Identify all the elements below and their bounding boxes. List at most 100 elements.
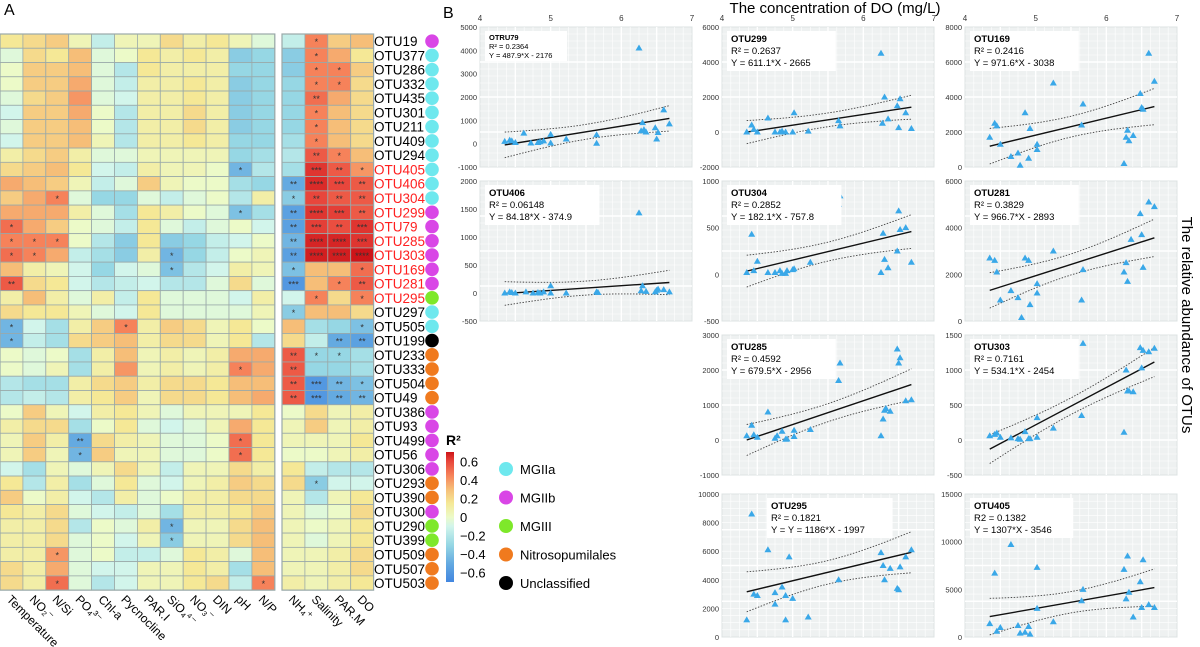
y-tick-label: 5000 bbox=[460, 23, 477, 32]
y-tick-label: 3000 bbox=[702, 331, 719, 340]
significance-mark: * bbox=[315, 479, 319, 489]
regression-equation: Y = 1307*X - 3546 bbox=[974, 525, 1052, 536]
y-tick-label: -500 bbox=[462, 317, 477, 326]
row-label-otu233: OTU233 bbox=[374, 348, 425, 363]
legend-label-mgiib: MGIIb bbox=[520, 491, 555, 506]
data-point bbox=[639, 119, 647, 126]
data-point bbox=[748, 421, 756, 428]
y-tick-label: 0 bbox=[473, 289, 477, 298]
data-point bbox=[778, 427, 786, 434]
data-point bbox=[996, 296, 1004, 303]
data-point bbox=[1129, 613, 1137, 620]
data-point bbox=[750, 431, 758, 438]
data-point bbox=[993, 122, 1001, 129]
r-squared: R² = 0.7161 bbox=[974, 354, 1024, 365]
significance-mark: * bbox=[10, 322, 14, 332]
colorbar-tick: −0.6 bbox=[460, 566, 486, 581]
data-point bbox=[753, 257, 761, 264]
significance-mark: *** bbox=[311, 394, 322, 404]
data-point bbox=[783, 435, 791, 442]
data-point bbox=[1033, 280, 1041, 287]
data-point bbox=[884, 115, 892, 122]
legend-dot-mgiia bbox=[499, 462, 513, 476]
data-point bbox=[993, 627, 1001, 634]
significance-mark: * bbox=[170, 536, 174, 546]
data-point bbox=[753, 592, 761, 599]
y-tick-label: 4000 bbox=[460, 46, 477, 55]
significance-mark: * bbox=[239, 208, 243, 218]
significance-mark: ** bbox=[336, 379, 344, 389]
otu-name: OTU281 bbox=[974, 188, 1011, 199]
data-point bbox=[1033, 563, 1041, 570]
x-tick-label: 6 bbox=[1104, 14, 1109, 23]
y-tick-label: 1000 bbox=[702, 177, 719, 186]
significance-mark: ** bbox=[290, 379, 298, 389]
data-point bbox=[1014, 149, 1022, 156]
regression-line bbox=[746, 230, 912, 272]
significance-mark: * bbox=[239, 451, 243, 461]
y-tick-label: 1000 bbox=[702, 401, 719, 410]
data-point bbox=[1127, 235, 1135, 242]
data-point bbox=[743, 268, 751, 275]
data-point bbox=[743, 432, 751, 439]
significance-mark: *** bbox=[357, 237, 368, 247]
significance-mark: **** bbox=[355, 251, 370, 261]
significance-mark: * bbox=[315, 351, 319, 361]
significance-mark: ** bbox=[290, 394, 298, 404]
y-tick-label: 0 bbox=[958, 163, 962, 172]
data-point bbox=[1033, 433, 1041, 440]
panel-label-b: B bbox=[443, 5, 454, 22]
data-point bbox=[993, 268, 1001, 275]
data-point bbox=[1139, 263, 1147, 270]
significance-mark: ** bbox=[290, 208, 298, 218]
data-point bbox=[1026, 630, 1034, 637]
y-tick-label: 2000 bbox=[945, 270, 962, 279]
colorbar-tick: 0.4 bbox=[460, 473, 478, 488]
significance-mark: ** bbox=[359, 337, 367, 347]
data-point bbox=[1033, 140, 1041, 147]
significance-mark: * bbox=[360, 379, 364, 389]
data-point bbox=[1150, 203, 1158, 210]
significance-mark: * bbox=[239, 165, 243, 175]
confidence-band-lower bbox=[504, 130, 670, 159]
significance-mark: ** bbox=[313, 151, 321, 161]
data-point bbox=[1125, 137, 1133, 144]
data-point bbox=[1145, 198, 1153, 205]
data-point bbox=[771, 128, 779, 135]
row-label-otu199: OTU199 bbox=[374, 334, 425, 349]
legend-dot-unclassified bbox=[499, 576, 513, 590]
row-label-otu211: OTU211 bbox=[374, 120, 424, 135]
data-point bbox=[508, 137, 516, 144]
regression-equation: Y = Y = 1186*X - 1997 bbox=[771, 525, 865, 536]
data-point bbox=[1145, 348, 1153, 355]
data-point bbox=[1016, 629, 1024, 636]
data-point bbox=[1026, 125, 1034, 131]
data-point bbox=[789, 128, 797, 135]
significance-mark: * bbox=[262, 579, 266, 589]
data-point bbox=[893, 247, 901, 254]
panel-label-a: A bbox=[4, 2, 15, 19]
data-point bbox=[1139, 556, 1147, 563]
data-point bbox=[635, 209, 643, 216]
data-point bbox=[593, 139, 601, 146]
row-label-otu297: OTU297 bbox=[374, 305, 425, 320]
data-point bbox=[753, 433, 761, 440]
group-dot bbox=[425, 162, 439, 177]
significance-mark: * bbox=[337, 351, 341, 361]
group-dot bbox=[425, 333, 439, 348]
confidence-band-lower bbox=[746, 399, 912, 456]
y-tick-label: -500 bbox=[947, 471, 962, 480]
data-point bbox=[522, 288, 530, 295]
group-dot bbox=[425, 134, 439, 148]
data-point bbox=[790, 433, 798, 439]
row-label-otu406: OTU406 bbox=[374, 177, 425, 192]
y-tick-label: 15000 bbox=[941, 490, 962, 499]
y-tick-label: 6000 bbox=[702, 547, 719, 556]
data-point bbox=[835, 576, 843, 583]
confidence-band-lower bbox=[504, 293, 670, 306]
data-point bbox=[1139, 105, 1147, 112]
